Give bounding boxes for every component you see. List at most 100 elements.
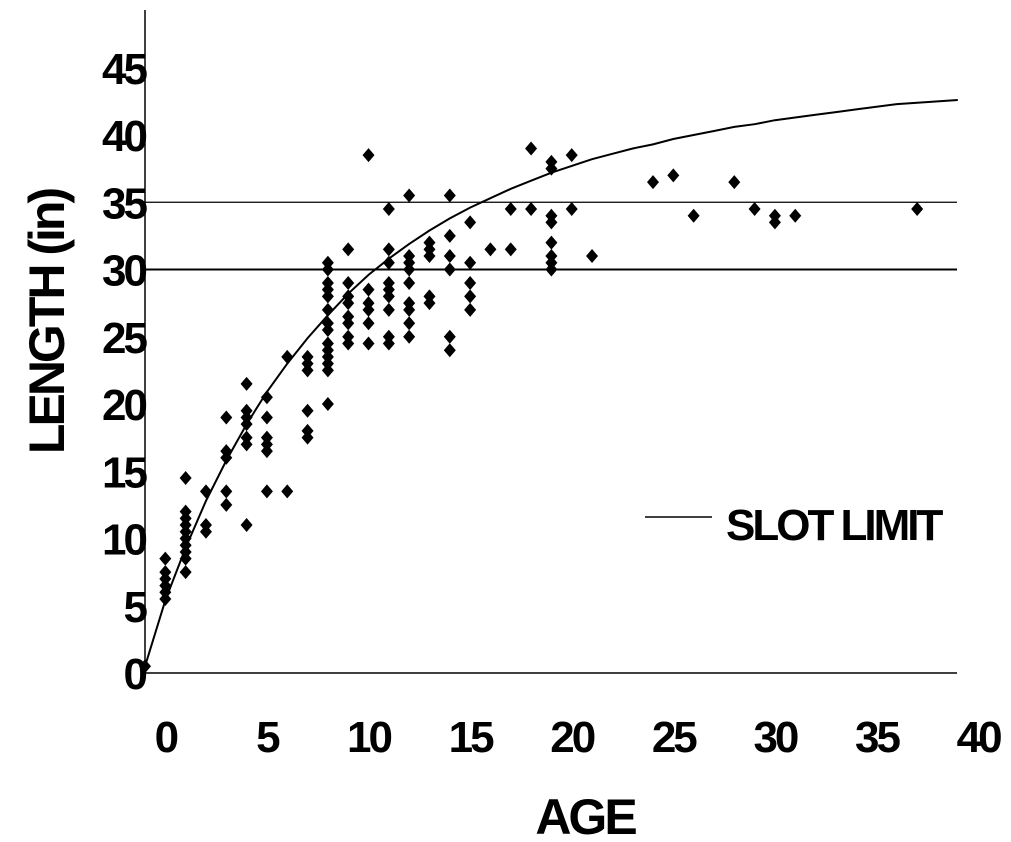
- growth-curve: [144, 99, 958, 667]
- data-point: [321, 336, 334, 351]
- data-point: [464, 215, 477, 230]
- data-point: [545, 208, 558, 223]
- data-point: [240, 376, 253, 391]
- data-point: [504, 242, 517, 257]
- data-point: [525, 141, 538, 156]
- data-point: [342, 309, 355, 324]
- data-point: [443, 262, 456, 277]
- y-tick-label: 15: [102, 448, 147, 497]
- x-tick-label: 15: [449, 713, 494, 762]
- y-tick-label: 30: [102, 247, 146, 296]
- data-point: [220, 497, 233, 512]
- data-point: [260, 390, 273, 405]
- legend: SLOT LIMIT: [645, 501, 947, 550]
- x-tick-label: 20: [550, 713, 594, 762]
- x-tick-label: 25: [652, 713, 697, 762]
- data-point: [423, 289, 436, 304]
- data-point: [139, 659, 151, 674]
- data-point: [403, 188, 416, 203]
- data-point: [768, 208, 781, 223]
- y-tick-label: 40: [102, 112, 146, 161]
- data-point: [301, 349, 314, 364]
- x-tick-label: 30: [753, 713, 797, 762]
- y-tick-label: 20: [102, 381, 146, 430]
- data-point: [382, 201, 395, 216]
- x-tick-label: 40: [957, 713, 1001, 762]
- data-point: [362, 282, 375, 297]
- data-point: [342, 275, 355, 290]
- y-tick-label: 35: [102, 179, 147, 228]
- data-point: [403, 275, 416, 290]
- data-point: [443, 188, 456, 203]
- growth-curve-line: [144, 99, 958, 667]
- data-points: [139, 141, 924, 674]
- data-point: [362, 148, 375, 163]
- data-point: [179, 470, 192, 485]
- x-tick-label: 5: [256, 713, 280, 762]
- data-point: [342, 242, 355, 257]
- data-point: [179, 565, 192, 580]
- data-point: [260, 430, 273, 445]
- x-tick-label: 35: [855, 713, 900, 762]
- data-point: [159, 565, 172, 580]
- data-point: [301, 403, 314, 418]
- data-point: [362, 316, 375, 331]
- x-tick-label: 10: [347, 713, 391, 762]
- x-axis-title: AGE: [535, 789, 636, 842]
- data-point: [240, 403, 253, 418]
- data-point: [911, 201, 924, 216]
- data-point: [525, 201, 538, 216]
- data-point: [443, 249, 456, 264]
- y-tick-label: 0: [124, 650, 147, 699]
- data-point: [159, 551, 172, 566]
- data-point: [382, 242, 395, 257]
- y-tick-label: 25: [102, 314, 147, 363]
- data-point: [199, 518, 212, 533]
- data-point: [362, 296, 375, 311]
- x-tick-label: 0: [155, 713, 178, 762]
- data-point: [281, 349, 294, 364]
- x-tick-labels: 0 5 10 15 20 25 30 35 40: [155, 713, 1005, 762]
- data-point: [403, 249, 416, 264]
- data-point: [504, 201, 517, 216]
- data-point: [260, 484, 273, 499]
- axes: [144, 10, 957, 674]
- y-tick-labels: 0 5 10 15 20 25 30 35 40 45: [102, 45, 150, 699]
- data-point: [565, 148, 578, 163]
- y-tick-label: 5: [124, 583, 148, 632]
- data-point: [545, 154, 558, 169]
- data-point: [423, 235, 436, 250]
- data-point: [443, 329, 456, 344]
- data-point: [586, 249, 599, 264]
- data-point: [403, 329, 416, 344]
- data-point: [545, 249, 558, 264]
- data-point: [321, 316, 334, 331]
- data-point: [382, 302, 395, 317]
- data-point: [260, 410, 273, 425]
- data-point: [403, 316, 416, 331]
- data-point: [240, 518, 253, 533]
- data-point: [443, 343, 456, 358]
- data-point: [362, 336, 375, 351]
- legend-label: SLOT LIMIT: [726, 501, 944, 550]
- data-point: [220, 444, 233, 459]
- y-tick-label: 45: [102, 45, 147, 94]
- data-point: [179, 504, 192, 519]
- data-point: [321, 397, 334, 411]
- data-point: [321, 302, 334, 317]
- data-point: [321, 275, 334, 290]
- data-point: [748, 201, 761, 216]
- y-tick-label: 10: [102, 516, 146, 565]
- data-point: [281, 484, 294, 499]
- data-point: [403, 296, 416, 311]
- data-point: [545, 235, 558, 250]
- data-point: [382, 275, 395, 290]
- data-point: [565, 201, 578, 216]
- data-point: [301, 423, 314, 438]
- y-axis-title: LENGTH (in): [19, 189, 75, 455]
- data-point: [342, 289, 355, 304]
- data-point: [220, 410, 233, 425]
- data-point: [382, 329, 395, 344]
- data-point: [464, 255, 477, 270]
